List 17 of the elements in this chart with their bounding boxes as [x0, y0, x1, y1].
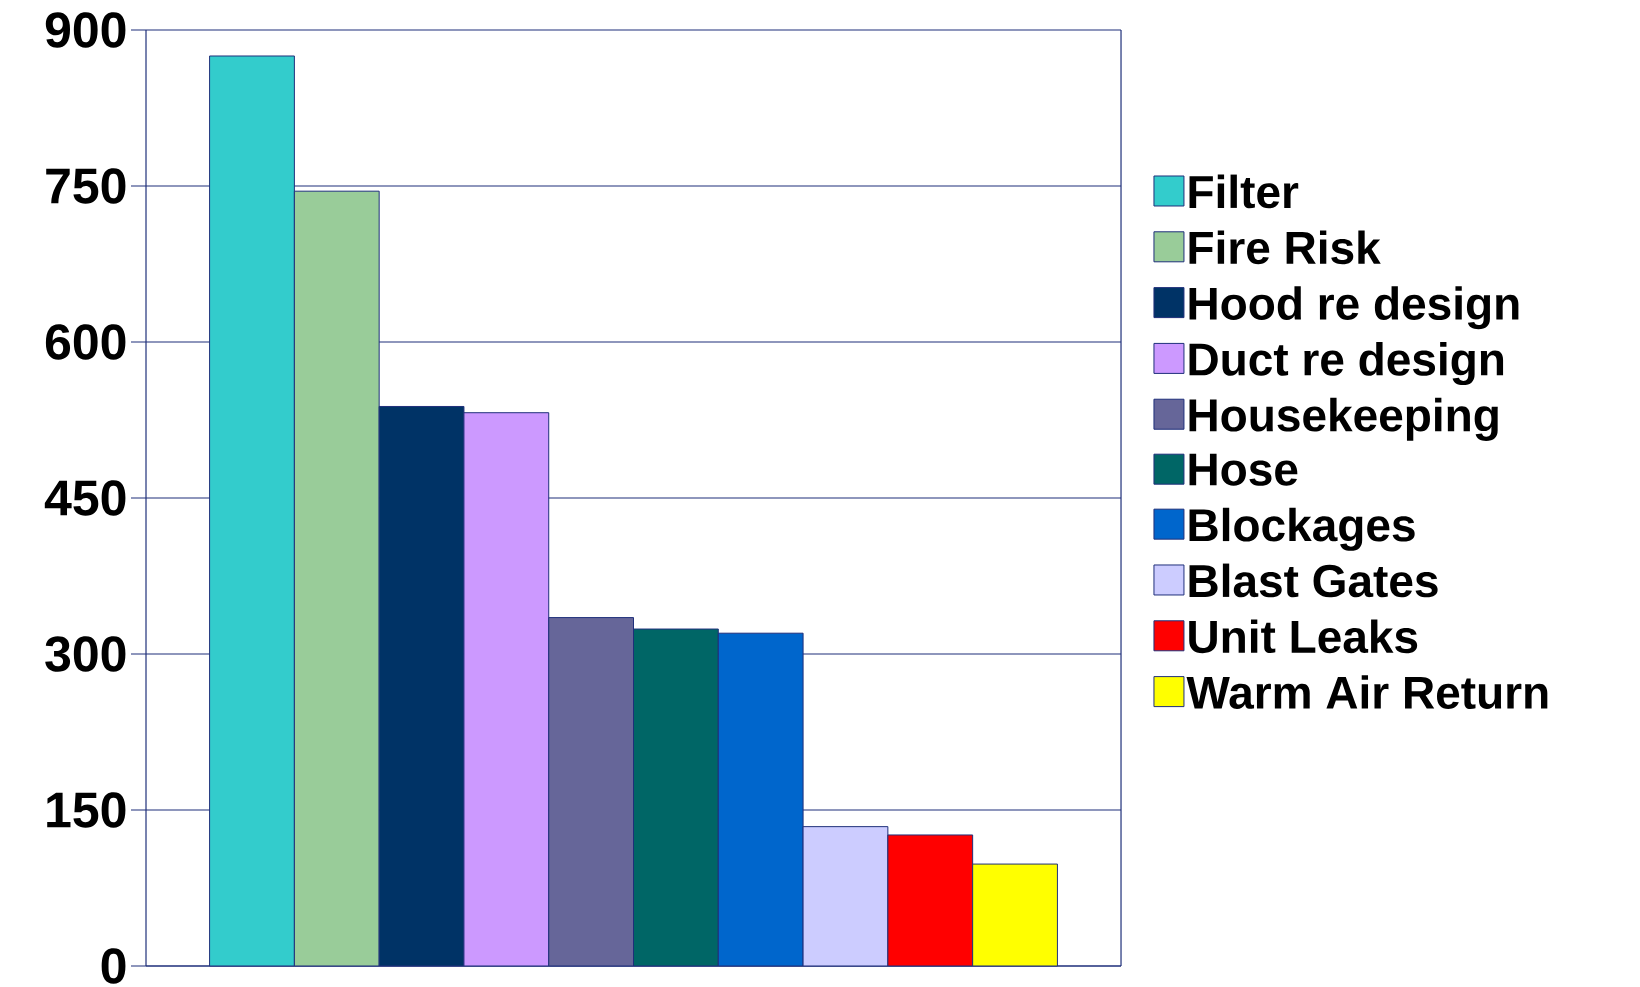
- y-tick-label: 0: [101, 948, 126, 984]
- legend-label: Fire Risk: [1189, 230, 1381, 265]
- y-tick-label: 450: [44, 480, 126, 516]
- y-tick-label: 900: [45, 12, 126, 48]
- y-tick-label: 150: [47, 792, 126, 828]
- y-tick-label: 750: [46, 168, 126, 204]
- legend-label: Duct re design: [1189, 342, 1504, 386]
- legend-label: Warm Air Return: [1186, 675, 1548, 709]
- legend-label: Hose: [1189, 453, 1298, 486]
- y-tick-label: 600: [45, 324, 126, 360]
- legend-label: Hood re design: [1189, 286, 1519, 330]
- legend-label: Housekeeping: [1189, 397, 1498, 441]
- y-tick-label: 300: [45, 636, 126, 672]
- legend-label: Blast Gates: [1189, 563, 1438, 598]
- legend-label: Blockages: [1189, 507, 1415, 551]
- legend-label: Unit Leaks: [1189, 619, 1418, 654]
- legend-label: Filter: [1189, 174, 1299, 209]
